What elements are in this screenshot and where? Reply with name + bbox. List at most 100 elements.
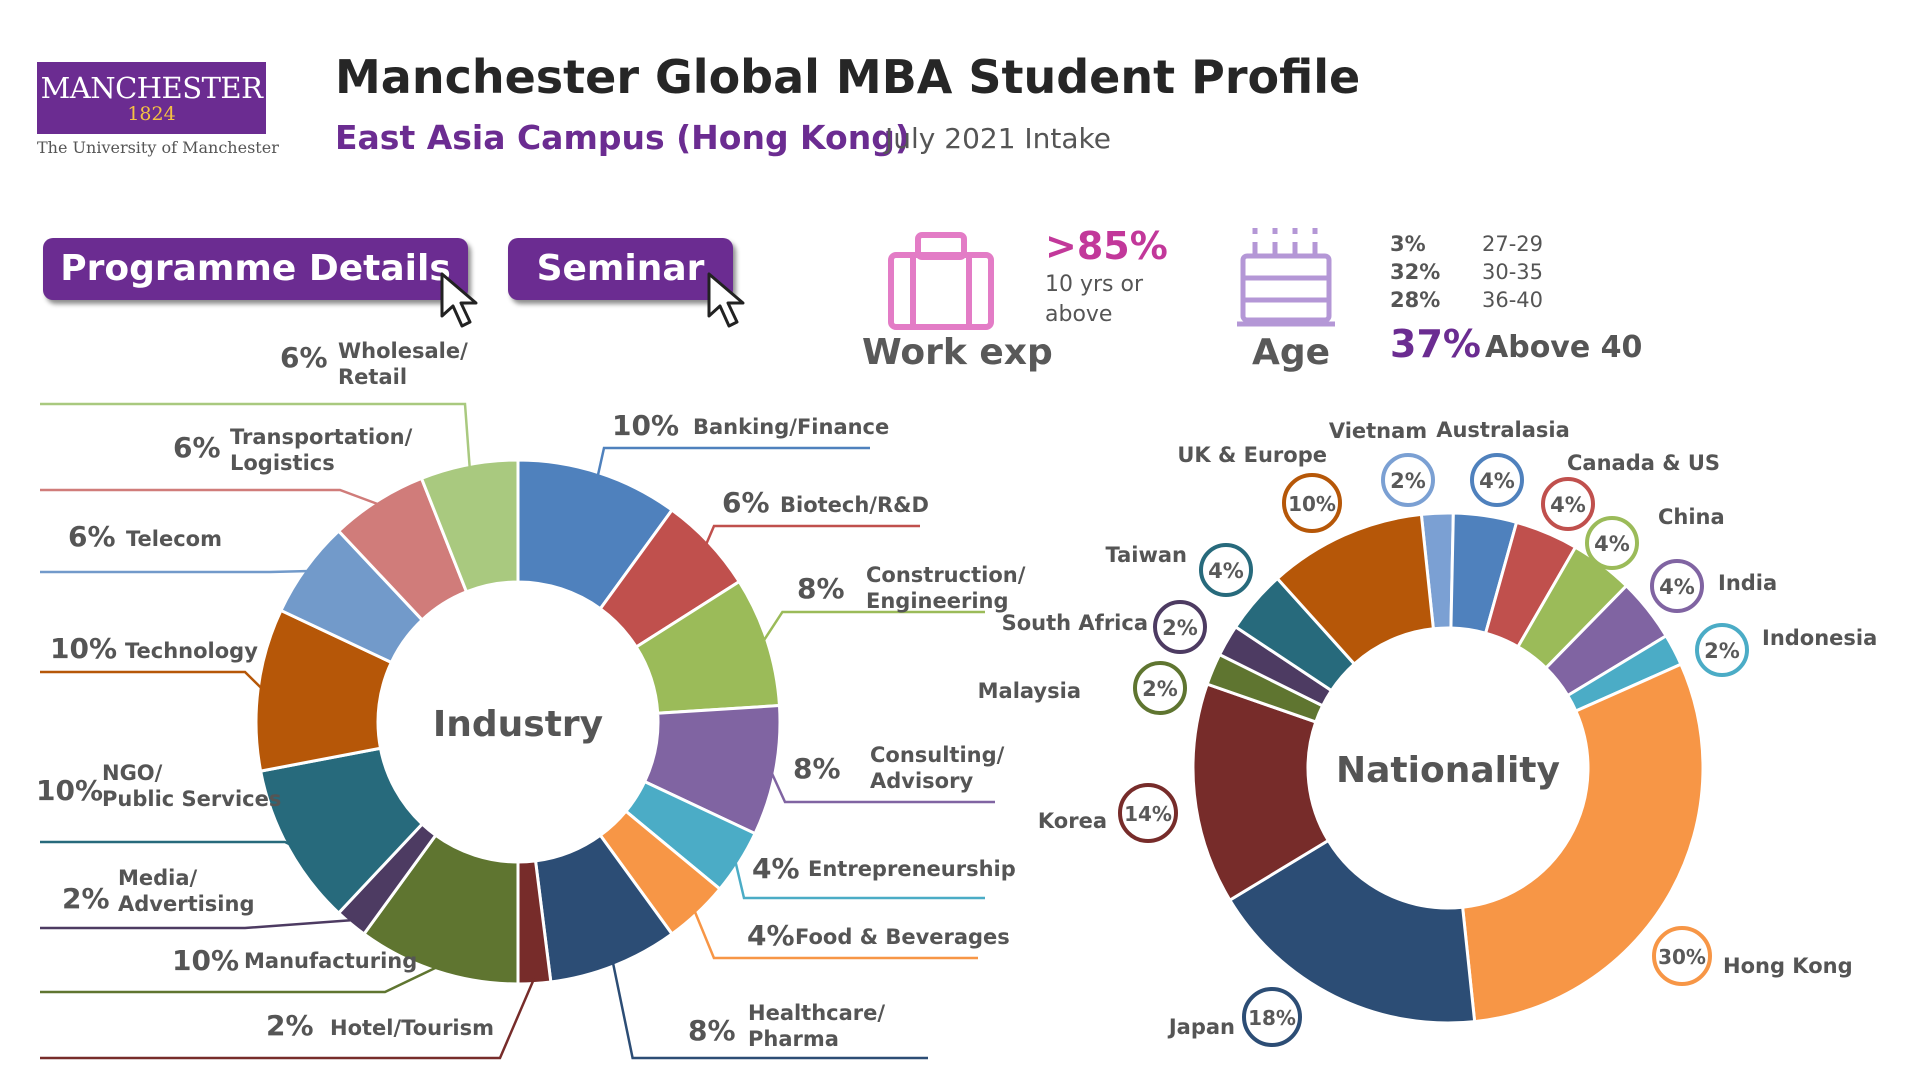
nationality-slice-label: Australasia (1436, 418, 1570, 442)
nationality-slice-pct: 4% (1659, 575, 1695, 599)
industry-slice-label: Telecom (126, 527, 222, 551)
industry-slice-pct: 2% (62, 882, 110, 915)
seminar-button[interactable]: Seminar (508, 238, 733, 300)
nationality-badge (1470, 453, 1524, 507)
nationality-slice-pct: 4% (1550, 493, 1586, 517)
industry-slice-pct: 4% (752, 852, 800, 885)
nationality-chart-title: Nationality (1336, 750, 1560, 791)
age-label: Age (1252, 332, 1331, 373)
logo-year: 1824 (127, 103, 176, 125)
nationality-badge (1199, 543, 1253, 597)
industry-chart-title: Industry (433, 704, 603, 745)
nationality-slice-label: Hong Kong (1723, 954, 1853, 978)
industry-slice-label: Wholesale/ (338, 339, 468, 363)
industry-leader-line (769, 769, 995, 804)
industry-slice-pct: 8% (793, 752, 841, 785)
work-exp-desc-line2: above (1045, 302, 1113, 327)
industry-slice-pct: 8% (797, 572, 845, 605)
industry-slice-pct: 10% (50, 632, 117, 665)
age-row-pct: 3% (1390, 232, 1426, 256)
nationality-slice-pct: 2% (1390, 469, 1426, 493)
nationality-badge (1652, 926, 1712, 986)
age-row-pct: 32% (1390, 260, 1441, 284)
nationality-slice (1275, 512, 1436, 667)
industry-slice-label: Healthcare/ (748, 1001, 885, 1025)
industry-slice-pct: 4% (747, 919, 795, 952)
industry-slice-label: Hotel/Tourism (330, 1016, 494, 1040)
page-title: Manchester Global MBA Student Profile (335, 50, 1361, 104)
industry-slice-label: Banking/Finance (693, 415, 889, 439)
nationality-badge (1650, 559, 1704, 613)
cursor-icon (707, 272, 745, 328)
industry-slice-pct: 6% (68, 520, 116, 553)
industry-slice-pct: 6% (722, 486, 770, 519)
nationality-badge (1118, 783, 1178, 843)
industry-slice-label: Transportation/ (230, 425, 413, 449)
programme-details-button[interactable]: Programme Details (43, 238, 468, 300)
nationality-badge (1541, 477, 1595, 531)
nationality-slice-pct: 2% (1162, 616, 1198, 640)
campus-subtitle: East Asia Campus (Hong Kong) (335, 118, 910, 157)
nationality-badge (1695, 623, 1749, 677)
nationality-badge (1282, 473, 1342, 533)
industry-slice-label: Retail (338, 365, 407, 389)
industry-leader-line (761, 610, 985, 644)
nationality-slice-label: Indonesia (1762, 626, 1877, 650)
nationality-slice-pct: 14% (1124, 802, 1172, 826)
age-highlight-pct: 37% (1390, 322, 1481, 366)
age-row-range: 27-29 (1482, 232, 1544, 256)
age-row-range: 36-40 (1482, 288, 1544, 312)
industry-leader-line (611, 960, 928, 1060)
industry-leader-line (40, 402, 472, 470)
industry-slice (419, 458, 520, 594)
industry-leader-line (40, 965, 440, 994)
industry-slice-pct: 8% (688, 1014, 736, 1047)
industry-leader-line (704, 524, 920, 547)
birthday-cake-icon (1237, 228, 1335, 327)
cursor-icon (440, 272, 478, 328)
industry-slice-label: NGO/ (102, 761, 163, 785)
industry-slice-label: Manufacturing (244, 949, 417, 973)
nationality-badge (1242, 987, 1302, 1047)
nationality-slice-label: China (1658, 505, 1725, 529)
industry-slice-label: Biotech/R&D (780, 493, 929, 517)
nationality-slice-label: UK & Europe (1177, 443, 1327, 467)
nationality-badge (1585, 516, 1639, 570)
intake-label: July 2021 Intake (885, 122, 1111, 155)
industry-slice-label: Advisory (870, 769, 973, 793)
industry-leader-line (40, 977, 536, 1060)
industry-slice-pct: 6% (173, 431, 221, 464)
industry-leader-line (692, 908, 978, 960)
industry-slice-pct: 10% (612, 409, 679, 442)
industry-slice-label: Logistics (230, 451, 335, 475)
nationality-slice-label: South Africa (1002, 611, 1148, 635)
nationality-slice-label: Malaysia (978, 679, 1081, 703)
work-exp-value: >85% (1045, 224, 1168, 268)
industry-leader-line (40, 569, 311, 574)
industry-slice-label: Media/ (118, 866, 198, 890)
industry-leader-line (40, 670, 264, 691)
work-exp-desc-line1: 10 yrs or (1045, 272, 1144, 297)
nationality-slice-pct: 4% (1208, 559, 1244, 583)
nationality-slice-pct: 4% (1594, 532, 1630, 556)
industry-leader-line (40, 918, 355, 930)
logo-word: MANCHESTER (40, 71, 263, 105)
industry-slice-label: Pharma (748, 1027, 839, 1051)
nationality-slice-pct: 10% (1288, 492, 1336, 516)
industry-slice-label: Construction/ (866, 563, 1026, 587)
industry-leader-line (733, 859, 985, 900)
industry-donut-chart: 10% Banking/Finance 6% Biotech/R&D 8% Constru… (36, 339, 1026, 1060)
industry-slice-label: Public Services (102, 787, 281, 811)
industry-leader-line (596, 446, 870, 478)
nationality-slice (1460, 662, 1705, 1024)
nationality-slice-pct: 4% (1479, 469, 1515, 493)
industry-leader-line (40, 840, 294, 847)
nationality-badge (1381, 453, 1435, 507)
nationality-slice-label: India (1718, 571, 1777, 595)
university-logo: MANCHESTER 1824 (37, 62, 266, 134)
nationality-badge (1153, 600, 1207, 654)
nationality-donut-chart: 2% Vietnam 4% Australasia 4% Canada & US 4% Chi… (978, 418, 1877, 1047)
age-highlight-label: Above 40 (1485, 330, 1643, 365)
nationality-slice-label: Taiwan (1105, 543, 1187, 567)
